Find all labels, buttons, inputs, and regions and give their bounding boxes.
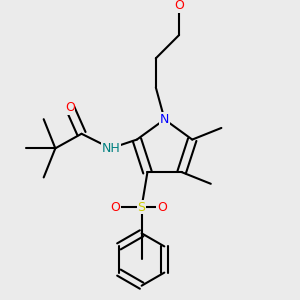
Text: O: O — [157, 201, 167, 214]
Text: O: O — [110, 201, 120, 214]
Text: S: S — [138, 201, 146, 214]
Text: N: N — [160, 113, 169, 126]
Text: O: O — [65, 101, 75, 114]
Text: NH: NH — [101, 142, 120, 155]
Text: O: O — [174, 0, 184, 12]
